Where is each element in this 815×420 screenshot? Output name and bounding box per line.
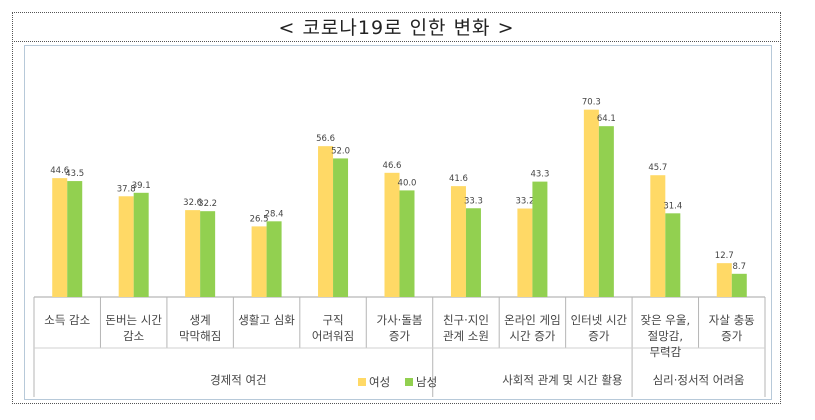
data-label: 32.6 [183, 198, 202, 208]
bar-male [665, 213, 681, 297]
category-label: 인터넷 시간 [571, 313, 628, 327]
data-label: 43.5 [65, 169, 84, 179]
category-label: 자살 충동 [709, 313, 755, 327]
data-label: 43.3 [530, 170, 549, 180]
data-label: 33.3 [464, 196, 483, 206]
title-bar: < 코로나19로 인한 변화 > [12, 12, 781, 42]
bar-male [266, 221, 282, 297]
bar-male [200, 211, 216, 297]
group-label: 경제적 여건 [210, 373, 267, 387]
data-label: 39.1 [132, 181, 151, 191]
data-label: 28.4 [265, 209, 284, 219]
data-label: 44.6 [50, 166, 69, 176]
data-label: 33.2 [515, 197, 534, 207]
chart-title: < 코로나19로 인한 변화 > [278, 17, 515, 39]
bar-male [399, 190, 415, 297]
bar-male [532, 181, 548, 297]
data-label: 46.6 [383, 161, 402, 171]
bar-female [517, 208, 533, 297]
group-label: 사회적 관계 및 시간 활용 [502, 373, 622, 387]
category-label: 증가 [588, 329, 610, 343]
data-label: 70.3 [582, 98, 601, 108]
data-label: 40.0 [398, 178, 417, 188]
bar-male [333, 158, 349, 297]
bar-female [650, 175, 666, 297]
plot-frame [24, 45, 772, 400]
data-label: 8.7 [733, 262, 747, 272]
legend-swatch [405, 378, 413, 386]
category-label: 가사·돌봄 [377, 313, 423, 327]
bar-female [384, 172, 400, 297]
category-label: 무력감 [649, 345, 681, 359]
bar-male [67, 181, 83, 297]
data-label: 52.0 [331, 146, 350, 156]
bar-male [465, 208, 481, 297]
bar-female [118, 196, 134, 297]
category-label: 증가 [721, 329, 743, 343]
category-label: 온라인 게임 [504, 313, 561, 327]
data-label: 64.1 [597, 114, 616, 124]
outer-frame [12, 12, 781, 404]
bar-female [716, 263, 732, 297]
bar-male [731, 273, 747, 297]
data-label: 32.2 [198, 199, 217, 209]
bar-female [251, 226, 267, 297]
category-label: 친구·지인 [443, 313, 489, 327]
data-label: 56.6 [316, 134, 335, 144]
category-label: 생계 [190, 313, 211, 327]
category-label: 잦은 우울, [640, 313, 690, 327]
category-label: 막막해짐 [179, 329, 221, 343]
category-label: 증가 [389, 329, 411, 343]
category-label: 구직 [322, 313, 343, 327]
bar-female [318, 146, 334, 297]
category-label: 절망감, [648, 329, 683, 343]
legend-label: 여성 [369, 375, 390, 389]
category-label: 돈버는 시간 [105, 313, 162, 327]
data-label: 37.8 [117, 184, 136, 194]
data-label: 31.4 [663, 201, 682, 211]
data-label: 12.7 [715, 251, 734, 261]
category-label: 관계 소원 [443, 329, 489, 343]
bar-female [185, 210, 201, 297]
legend-swatch [358, 378, 366, 386]
category-label: 시간 증가 [509, 329, 555, 343]
legend-label: 남성 [416, 375, 437, 389]
group-label: 심리·정서적 어려움 [653, 373, 745, 387]
category-label: 어려워짐 [312, 329, 354, 343]
bar-female [583, 109, 599, 297]
category-label: 소득 감소 [44, 313, 90, 327]
bar-female [52, 178, 68, 297]
category-label: 감소 [123, 329, 144, 343]
data-label: 41.6 [449, 174, 468, 184]
bar-male [598, 126, 614, 298]
category-label: 생활고 심화 [238, 313, 295, 327]
bar-male [133, 192, 149, 297]
data-label: 26.5 [250, 214, 269, 224]
bar-female [450, 186, 466, 297]
data-label: 45.7 [648, 163, 667, 173]
